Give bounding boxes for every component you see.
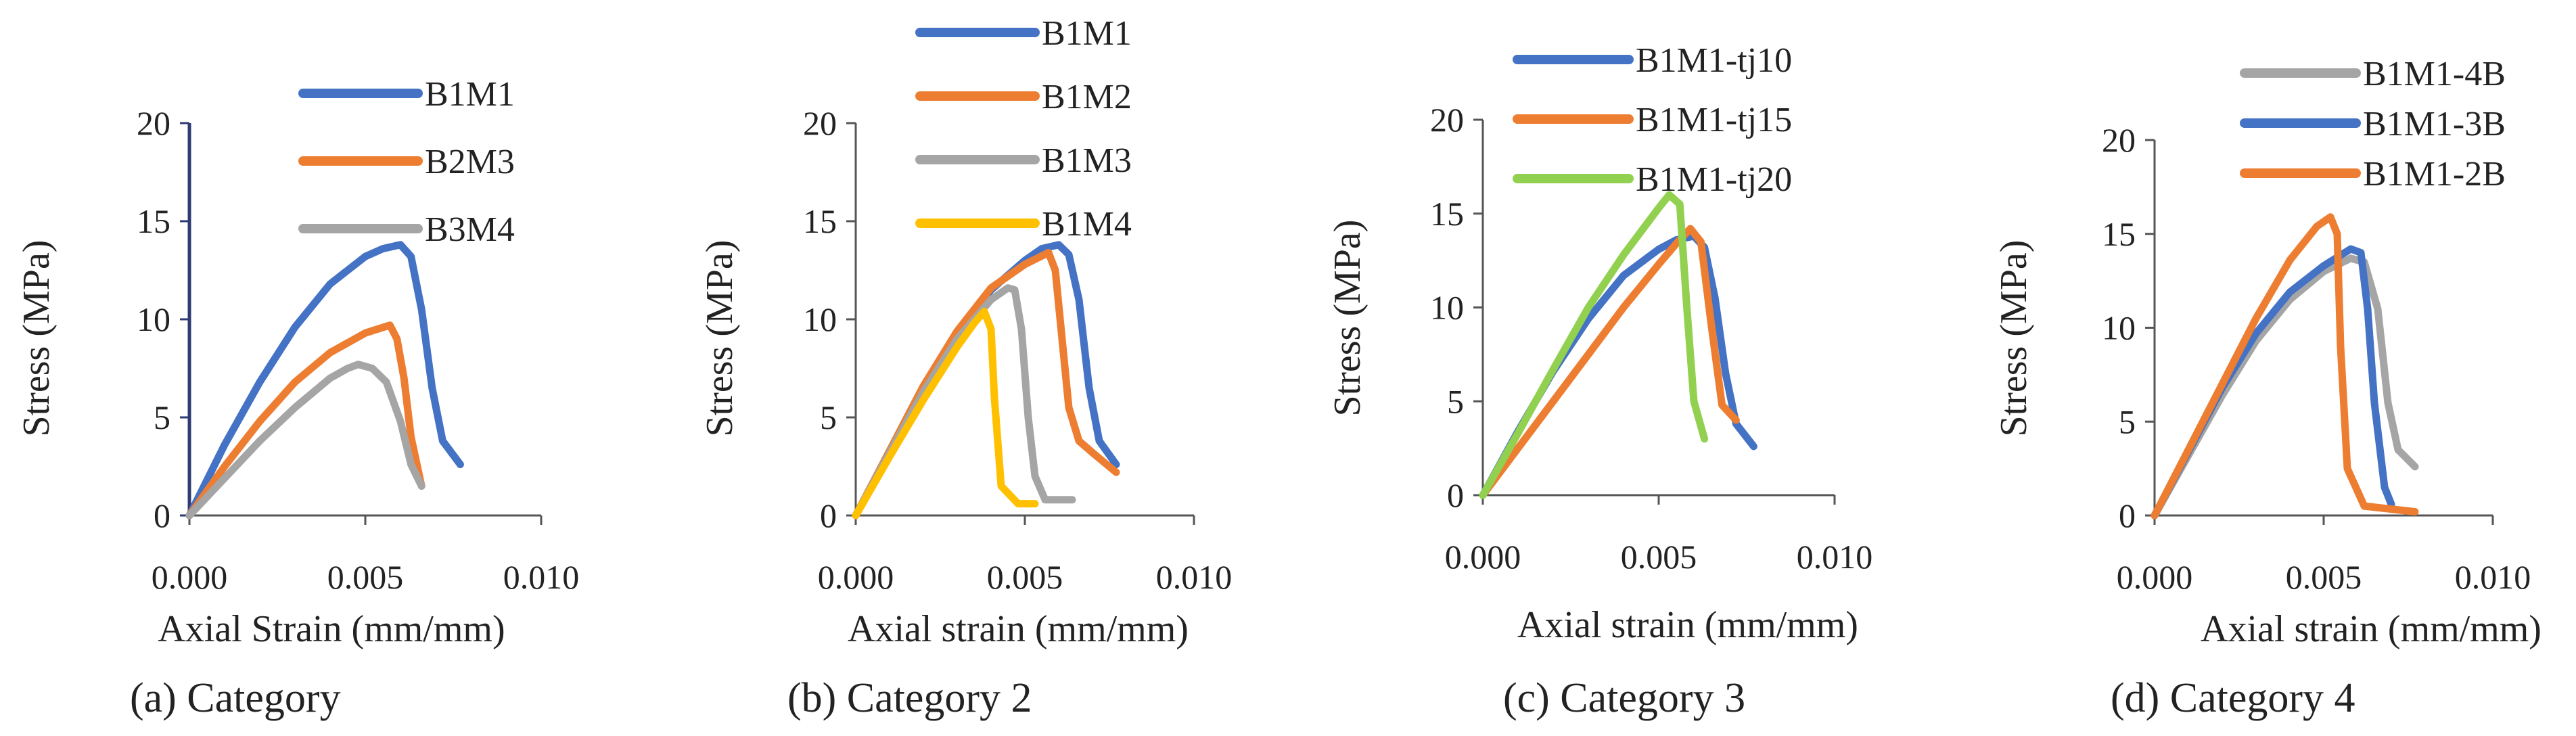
y-tick-label: 20 xyxy=(137,104,170,142)
y-axis-title: Stress (MPa) xyxy=(16,240,58,437)
series-line-b1m1 xyxy=(185,241,464,520)
series-line-b2m3 xyxy=(185,321,426,520)
legend-label-b1m1: B1M1 xyxy=(1042,14,1132,53)
y-tick-label: 10 xyxy=(137,300,170,338)
x-axis-title: Axial Strain (mm/mm) xyxy=(158,608,505,650)
y-tick-label: 5 xyxy=(2119,402,2136,440)
panel-4: 0 5 10 15 20 0.000 0.005 0.010 Axial strain (mm/… xyxy=(1993,55,2542,721)
panel-caption: (d) Category 4 xyxy=(2111,675,2355,721)
x-tick-label: 0.000 xyxy=(152,558,228,596)
y-tick-label: 10 xyxy=(1430,289,1464,327)
x-tick-label: 0.005 xyxy=(327,558,404,596)
x-tick-label: 0.010 xyxy=(1797,538,1873,576)
series-line-b3m4 xyxy=(185,361,426,520)
y-tick-label: 10 xyxy=(803,300,837,338)
series-line-b1m4 xyxy=(852,307,1039,520)
y-tick-label: 5 xyxy=(820,398,837,436)
series-line-b1m1-tj15 xyxy=(1479,225,1740,499)
series-line-b1m1-tj20 xyxy=(1479,191,1709,499)
legend-label-b1m1-3b: B1M1-3B xyxy=(2363,105,2506,143)
y-tick-label: 15 xyxy=(2102,215,2136,253)
y-tick-label: 20 xyxy=(803,104,837,142)
y-tick-label: 15 xyxy=(803,202,837,240)
legend-label-b3m4: B3M4 xyxy=(425,210,515,249)
panel-caption: (b) Category 2 xyxy=(787,675,1032,721)
legend-label-b1m3: B1M3 xyxy=(1042,141,1132,180)
y-tick-label: 5 xyxy=(154,398,170,436)
y-tick-label: 20 xyxy=(2102,121,2136,159)
y-tick-label: 0 xyxy=(1447,476,1464,514)
legend-label-b1m1: B1M1 xyxy=(425,75,515,114)
x-axis-title: Axial strain (mm/mm) xyxy=(1517,604,1858,646)
y-tick-label: 15 xyxy=(137,202,170,240)
panel-caption: (a) Category xyxy=(130,675,341,721)
y-axis-title: Stress (MPa) xyxy=(699,240,741,437)
legend-label-b1m4: B1M4 xyxy=(1042,205,1132,244)
y-tick-label: 10 xyxy=(2102,309,2136,347)
panel-2: 0 5 10 15 20 0.000 0.005 0.010 Axial strain (mm/… xyxy=(699,14,1232,721)
x-axis-title: Axial strain (mm/mm) xyxy=(2201,608,2542,650)
x-tick-label: 0.000 xyxy=(1445,538,1521,576)
x-tick-label: 0.005 xyxy=(2286,558,2362,596)
x-tick-label: 0.010 xyxy=(503,558,580,596)
legend-label-b1m1-tj20: B1M1-tj20 xyxy=(1636,160,1792,199)
y-axis-title: Stress (MPa) xyxy=(1993,240,2035,437)
panel-caption: (c) Category 3 xyxy=(1503,675,1745,721)
x-tick-label: 0.010 xyxy=(1156,558,1233,596)
x-tick-label: 0.005 xyxy=(987,558,1063,596)
panel-3: 0 5 10 15 20 0.000 0.005 0.010 Axial strain (mm/… xyxy=(1327,41,1872,721)
x-tick-label: 0.000 xyxy=(2117,558,2193,596)
series-line-b1m1 xyxy=(852,241,1120,520)
legend-label-b1m1-2b: B1M1-2B xyxy=(2363,155,2506,193)
series-line-b1m1-2b xyxy=(2150,213,2419,520)
legend-label-b2m3: B2M3 xyxy=(425,143,515,181)
y-tick-label: 15 xyxy=(1430,195,1464,233)
x-tick-label: 0.005 xyxy=(1621,538,1697,576)
legend-label-b1m2: B1M2 xyxy=(1042,78,1132,116)
x-tick-label: 0.000 xyxy=(818,558,894,596)
legend-label-b1m1-tj10: B1M1-tj10 xyxy=(1636,41,1792,80)
y-tick-label: 20 xyxy=(1430,101,1464,139)
y-tick-label: 0 xyxy=(2119,497,2136,534)
legend-label-b1m1-4b: B1M1-4B xyxy=(2363,55,2506,93)
y-axis-title: Stress (MPa) xyxy=(1327,220,1368,417)
x-axis-title: Axial strain (mm/mm) xyxy=(848,608,1189,650)
x-tick-label: 0.010 xyxy=(2455,558,2531,596)
y-tick-label: 0 xyxy=(820,497,837,534)
y-tick-label: 0 xyxy=(154,497,170,534)
legend-label-b1m1-tj15: B1M1-tj15 xyxy=(1636,101,1792,139)
y-tick-label: 5 xyxy=(1447,382,1464,420)
panel-1: 0 5 10 15 20 0.000 0.005 0.010 Axial Strain (mm/… xyxy=(16,75,579,721)
